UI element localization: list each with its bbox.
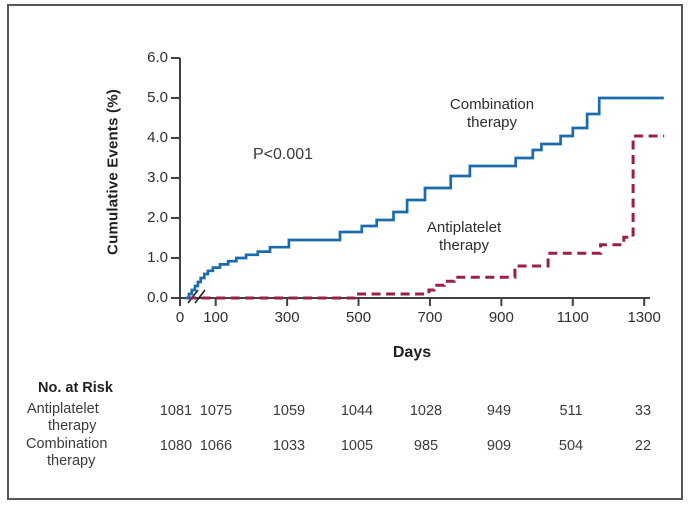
at-risk-row-label-antiplatelet: Antiplatelet therapy xyxy=(27,401,99,435)
at-risk-value: 1033 xyxy=(272,438,306,454)
p-value-annotation: P<0.001 xyxy=(253,146,314,163)
combination-curve xyxy=(185,96,664,300)
at-risk-value: 909 xyxy=(486,438,512,454)
at-risk-value: 1028 xyxy=(409,403,443,419)
y-tick-label: 2.0 xyxy=(147,209,168,226)
at-risk-row-label-combination-line1: Combination xyxy=(26,436,108,452)
at-risk-value: 511 xyxy=(559,403,583,419)
combination-curve-label-line1: Combination xyxy=(449,96,535,113)
antiplatelet-curve-label-line2: therapy xyxy=(438,237,490,254)
at-risk-value: 504 xyxy=(558,438,584,454)
axes xyxy=(179,58,650,299)
y-tick-label: 0.0 xyxy=(147,289,168,306)
antiplatelet-curve-label-line1: Antiplatelet xyxy=(426,219,502,236)
combination-curve-label: Combination therapy xyxy=(450,96,534,132)
x-tick-label: 1300 xyxy=(627,309,661,326)
at-risk-value: 985 xyxy=(413,438,439,454)
at-risk-value: 1080 xyxy=(159,438,193,454)
combination-curve-label-line2: therapy xyxy=(466,114,518,131)
at-risk-row-label-combination: Combination therapy xyxy=(26,436,107,470)
x-axis-title: Days xyxy=(392,344,432,361)
at-risk-row-label-antiplatelet-line2: therapy xyxy=(48,418,97,434)
y-tick-label: 5.0 xyxy=(147,89,168,106)
x-tick-label: 500 xyxy=(346,309,372,326)
at-risk-row-label-antiplatelet-line1: Antiplatelet xyxy=(27,401,99,417)
antiplatelet-curve-label: Antiplatelet therapy xyxy=(427,219,501,255)
at-risk-value: 949 xyxy=(486,403,512,419)
at-risk-value: 22 xyxy=(634,438,652,454)
at-risk-value: 1005 xyxy=(340,438,374,454)
antiplatelet-curve xyxy=(187,134,665,300)
at-risk-value: 1066 xyxy=(199,438,233,454)
axis-break-mark xyxy=(194,289,206,304)
at-risk-heading: No. at Risk xyxy=(38,380,113,396)
x-tick-label: 0 xyxy=(175,309,185,326)
at-risk-value: 1059 xyxy=(272,403,306,419)
x-tick-label: 900 xyxy=(488,309,514,326)
y-tick-label: 6.0 xyxy=(147,49,168,66)
x-tick-label: 100 xyxy=(203,309,229,326)
y-tick-label: 1.0 xyxy=(147,249,168,266)
at-risk-value: 1044 xyxy=(340,403,374,419)
at-risk-row-label-combination-line2: therapy xyxy=(47,453,96,469)
at-risk-value: 1075 xyxy=(199,403,233,419)
x-tick-label: 300 xyxy=(274,309,300,326)
at-risk-value: 1081 xyxy=(159,403,193,419)
at-risk-value: 33 xyxy=(634,403,652,419)
x-tick-label: 1100 xyxy=(556,309,589,326)
y-axis-title: Cumulative Events (%) xyxy=(104,89,122,255)
y-tick-label: 4.0 xyxy=(147,129,168,146)
y-tick-label: 3.0 xyxy=(147,169,168,186)
x-tick-label: 700 xyxy=(417,309,443,326)
